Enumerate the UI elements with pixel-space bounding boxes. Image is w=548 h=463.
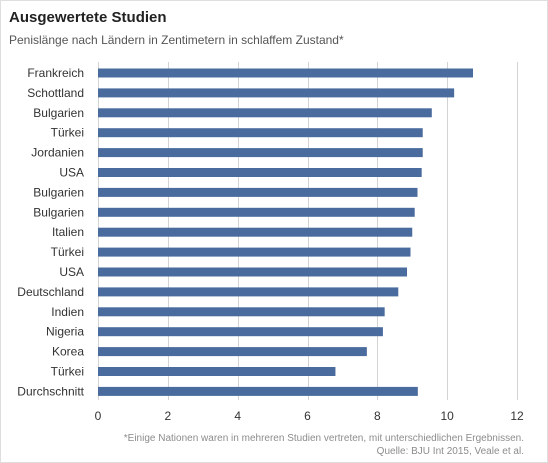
chart-subtitle: Penislänge nach Ländern in Zentimetern i… bbox=[9, 33, 344, 47]
category-label-11: Deutschland bbox=[17, 285, 84, 299]
category-label-10: USA bbox=[59, 265, 84, 279]
bar-16 bbox=[98, 386, 418, 396]
bar-0 bbox=[98, 68, 474, 78]
bar-10 bbox=[98, 267, 408, 277]
bar-9 bbox=[98, 247, 411, 257]
category-label-8: Italien bbox=[52, 225, 84, 239]
category-label-4: Jordanien bbox=[31, 146, 84, 160]
category-label-1: Schottland bbox=[27, 86, 84, 100]
category-label-0: Frankreich bbox=[27, 66, 84, 80]
x-tick-label-6: 12 bbox=[510, 409, 524, 423]
category-label-6: Bulgarien bbox=[33, 185, 84, 199]
bar-2 bbox=[98, 108, 432, 118]
bar-13 bbox=[98, 327, 383, 337]
bar-4 bbox=[98, 148, 423, 158]
bar-1 bbox=[98, 88, 455, 98]
category-label-5: USA bbox=[59, 166, 84, 180]
category-label-3: Türkei bbox=[51, 126, 84, 140]
x-tick-label-3: 6 bbox=[304, 409, 311, 423]
x-tick-label-2: 4 bbox=[234, 409, 241, 423]
bar-11 bbox=[98, 287, 399, 297]
bar-14 bbox=[98, 347, 367, 357]
category-label-13: Nigeria bbox=[46, 325, 84, 339]
bar-15 bbox=[98, 367, 336, 376]
bar-8 bbox=[98, 227, 413, 237]
x-tick-label-4: 8 bbox=[374, 409, 381, 423]
bar-12 bbox=[98, 307, 385, 317]
bar-7 bbox=[98, 207, 415, 217]
category-label-16: Durchschnitt bbox=[17, 384, 84, 398]
x-tick-label-0: 0 bbox=[95, 409, 102, 423]
category-label-9: Türkei bbox=[51, 245, 84, 259]
bar-5 bbox=[98, 168, 422, 177]
bar-6 bbox=[98, 187, 418, 197]
category-label-7: Bulgarien bbox=[33, 205, 84, 219]
x-tick-label-5: 10 bbox=[440, 409, 454, 423]
footnote: *Einige Nationen waren in mehreren Studi… bbox=[123, 433, 524, 444]
category-label-15: Türkei bbox=[51, 365, 84, 379]
source-note: Quelle: BJU Int 2015, Veale et al. bbox=[376, 446, 524, 457]
bar-3 bbox=[98, 128, 423, 138]
category-label-14: Korea bbox=[52, 345, 84, 359]
chart-title: Ausgewertete Studien bbox=[9, 9, 167, 26]
x-tick-label-1: 2 bbox=[164, 409, 171, 423]
category-label-2: Bulgarien bbox=[33, 106, 84, 120]
category-label-12: Indien bbox=[51, 305, 84, 319]
